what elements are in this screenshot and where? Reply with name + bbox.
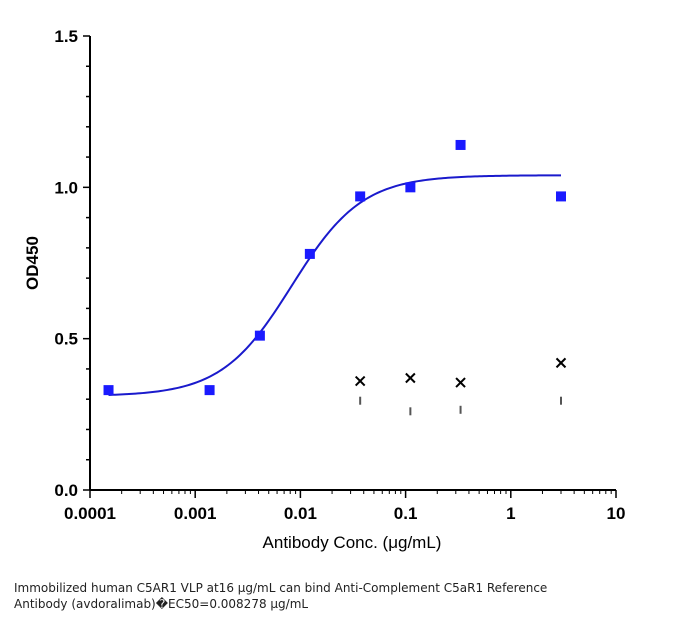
fit-curve-group <box>108 174 561 396</box>
y-tick-label: 1.5 <box>54 27 78 46</box>
x-tick-label: 0.1 <box>394 504 418 523</box>
y-tick-label: 0.5 <box>54 330 78 349</box>
x-point-stroke <box>555 357 567 369</box>
figure-caption: Immobilized human C5AR1 VLP at16 μg/mL c… <box>14 580 654 612</box>
y-tick-label: 1.0 <box>54 178 78 197</box>
fit-curve <box>108 174 561 396</box>
x-point-stroke <box>405 372 416 384</box>
square-point <box>304 248 315 259</box>
x-tick-label: 0.01 <box>284 504 317 523</box>
square-point <box>405 182 416 193</box>
caption-line-1: Immobilized human C5AR1 VLP at16 μg/mL c… <box>14 581 548 595</box>
x-point-stroke <box>354 375 366 387</box>
x-axis-title: Antibody Conc. (μg/mL) <box>263 533 442 552</box>
square-point <box>355 191 366 202</box>
square-point <box>204 385 215 396</box>
data-marks <box>103 139 567 416</box>
x-tick-label: 1 <box>506 504 515 523</box>
square-point <box>103 385 114 396</box>
axes <box>83 35 617 498</box>
x-point <box>405 372 416 384</box>
x-point <box>555 357 567 369</box>
square-point <box>254 330 265 341</box>
x-tick-label: 0.0001 <box>64 504 116 523</box>
x-tick-label: 0.001 <box>174 504 217 523</box>
x-point <box>455 377 466 388</box>
tick-labels: 0.0 0.5 1.0 1.5 0.0001 0.001 0.01 0.1 1 10 <box>54 27 625 523</box>
dose-response-chart: 0.0 0.5 1.0 1.5 0.0001 0.001 0.01 0.1 1 10 Antibo… <box>23 27 625 552</box>
square-point <box>455 139 466 150</box>
y-axis-title: OD450 <box>23 236 42 290</box>
x-point-stroke <box>455 377 466 388</box>
x-tick-label: 10 <box>607 504 626 523</box>
y-tick-label: 0.0 <box>54 481 78 500</box>
caption-line-2: Antibody (avdoralimab)�EC50=0.008278 μg/… <box>14 597 309 611</box>
x-point <box>354 375 366 387</box>
square-point <box>555 191 566 202</box>
